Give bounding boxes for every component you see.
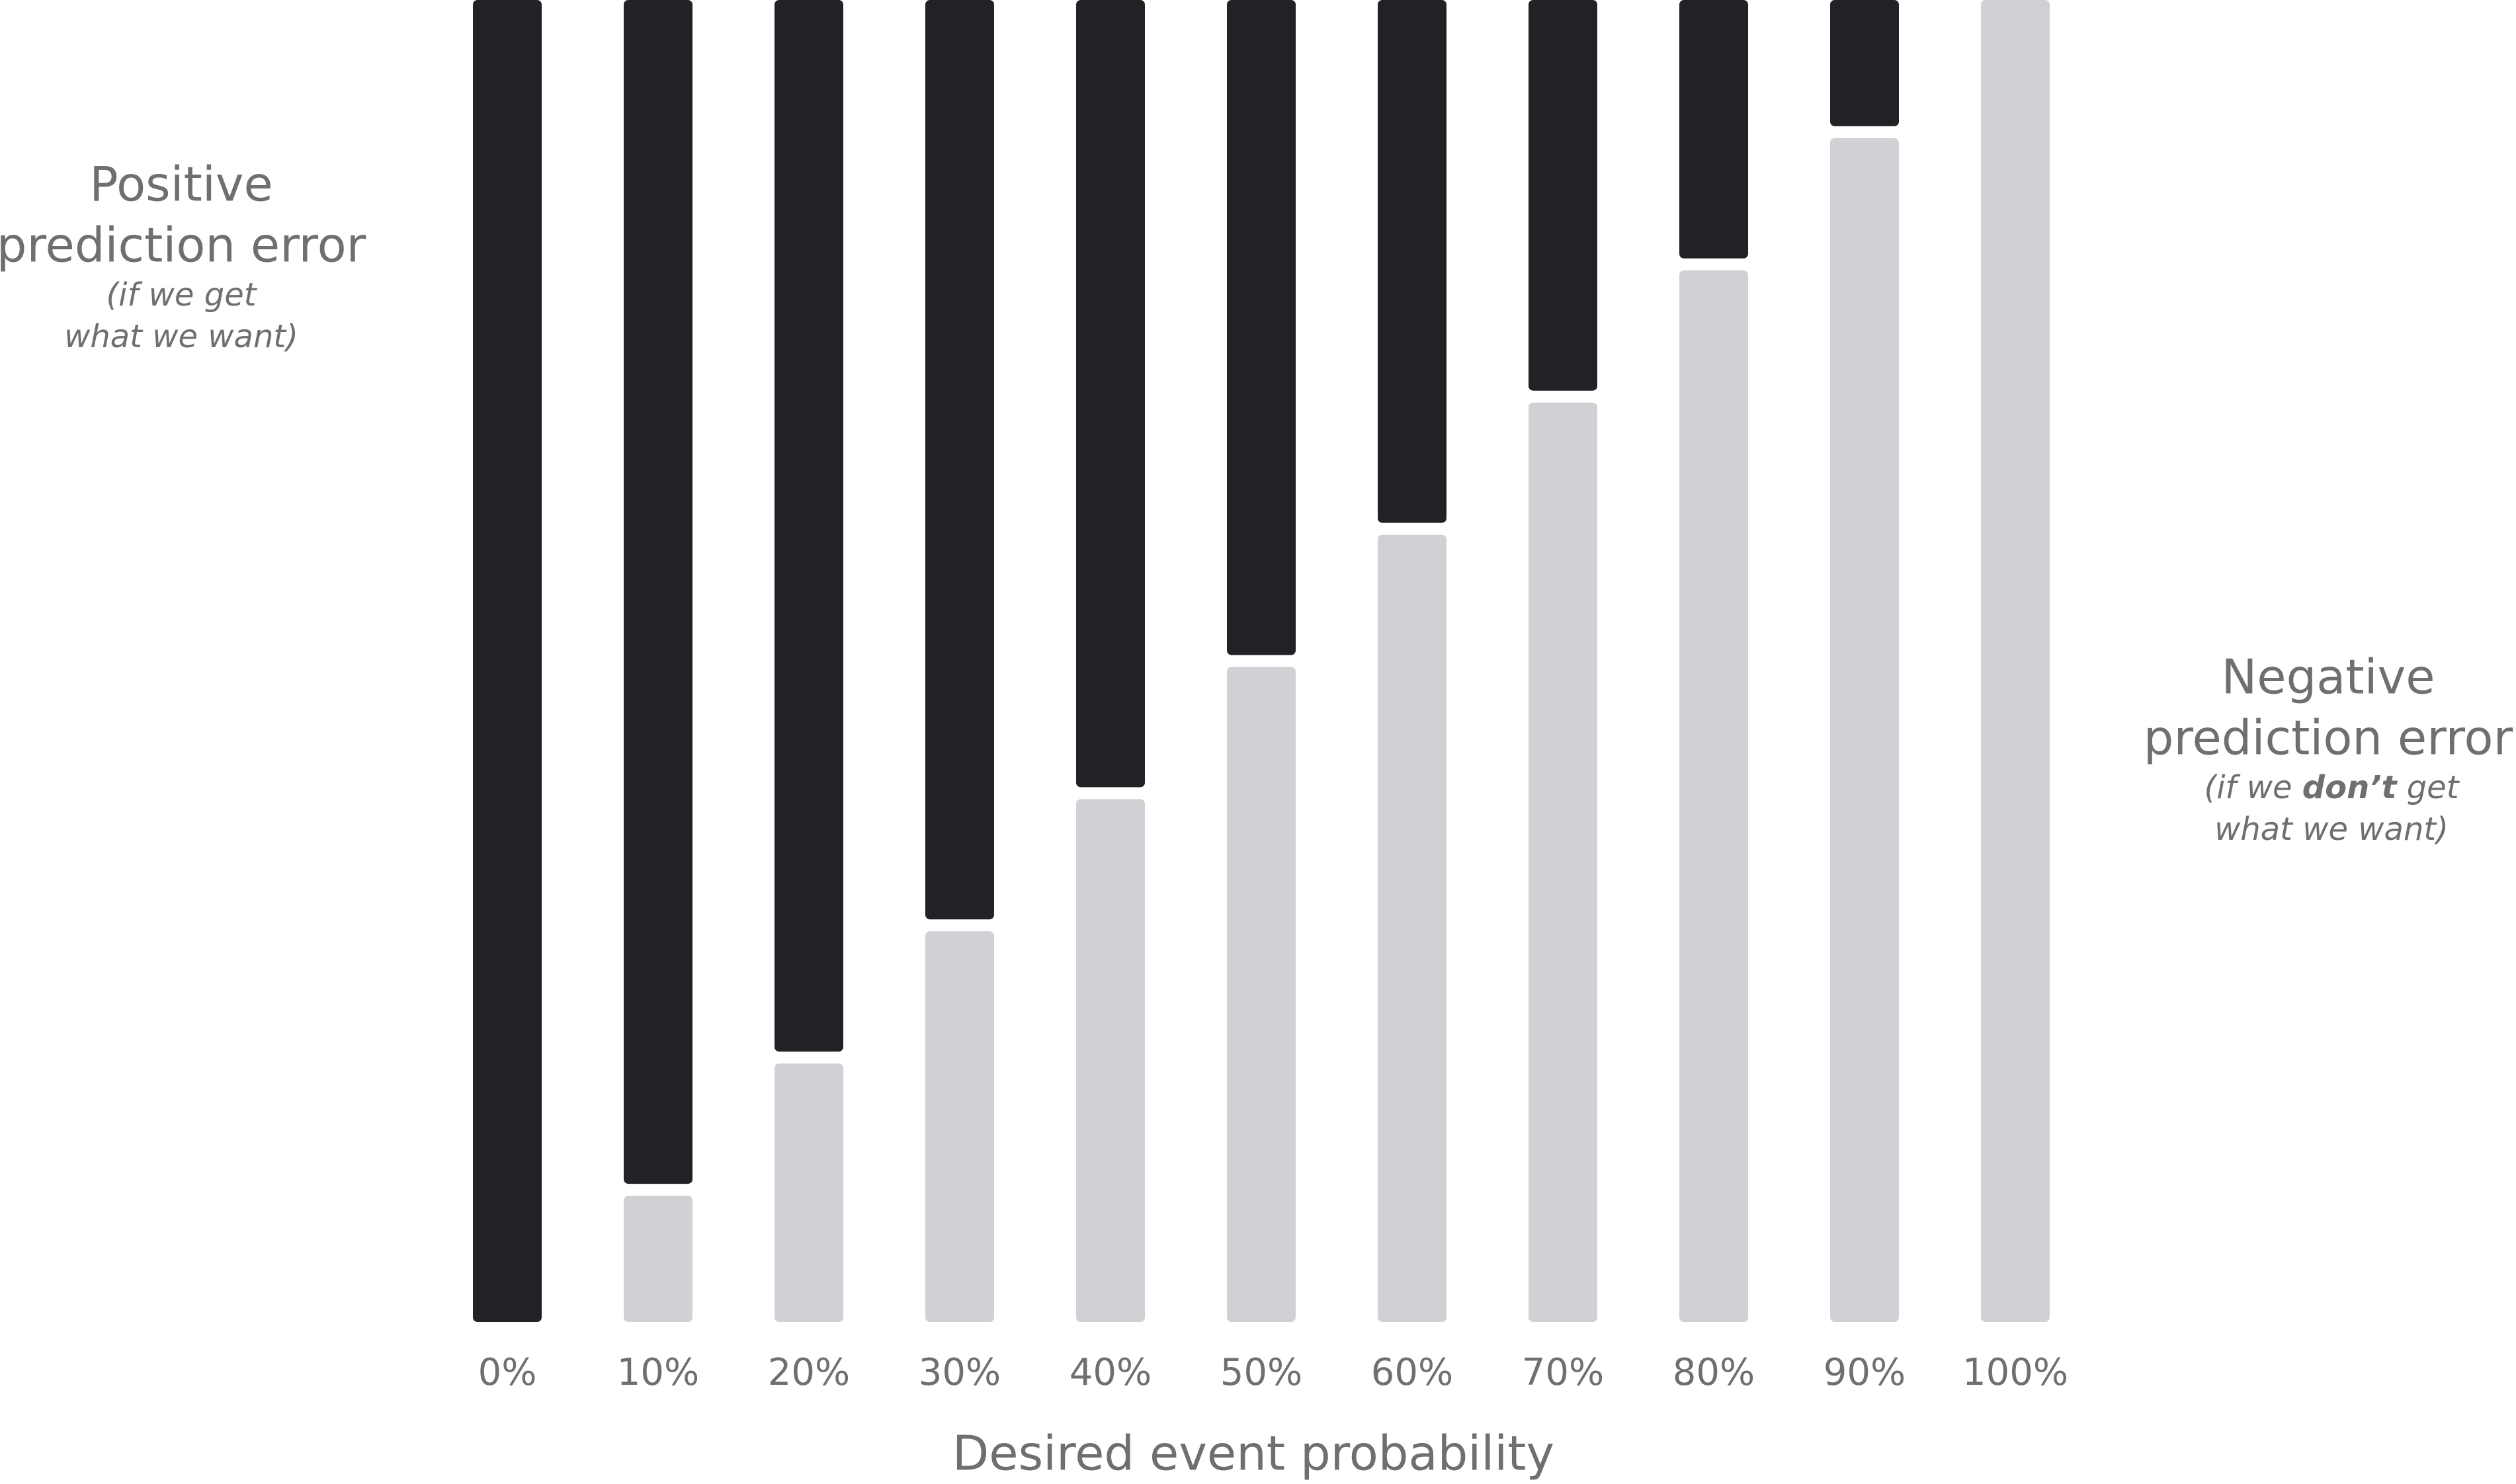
bar-segment	[1378, 534, 1447, 1322]
bar-segment	[1227, 667, 1296, 1322]
bar-segment	[1679, 270, 1748, 1322]
bar-segment	[1529, 0, 1597, 391]
bar-segment	[473, 0, 542, 1322]
bar-segment	[925, 0, 994, 920]
bar-segment	[1378, 0, 1447, 523]
positive-note: (if we get	[106, 276, 257, 313]
note-text: what we want)	[64, 318, 298, 355]
bar-segment	[1076, 799, 1145, 1322]
bar-segment	[1981, 0, 2050, 1322]
bar-segment	[1227, 0, 1296, 655]
negative-note: what we want)	[2214, 811, 2449, 848]
negative-label: prediction error	[2144, 710, 2513, 766]
negative-note: (if we don’t get	[2204, 769, 2460, 806]
x-tick-label: 40%	[1069, 1351, 1152, 1394]
x-axis-title: Desired event probability	[952, 1426, 1554, 1481]
note-text: (if we	[2204, 769, 2302, 806]
x-tick-label: 60%	[1371, 1351, 1453, 1394]
x-tick-label: 0%	[478, 1351, 537, 1394]
x-tick-label: 100%	[1962, 1351, 2068, 1394]
bar-segment	[624, 1196, 692, 1322]
x-tick-label: 80%	[1673, 1351, 1755, 1394]
bar-segment	[775, 0, 843, 1052]
bar-segment	[1076, 0, 1145, 788]
bar-segment	[1830, 0, 1899, 126]
positive-note: what we want)	[64, 318, 298, 355]
bar-segment	[775, 1063, 843, 1322]
x-tick-label: 20%	[768, 1351, 850, 1394]
bar-segment	[624, 0, 692, 1184]
positive-label: prediction error	[0, 218, 366, 273]
bar-segment	[925, 931, 994, 1322]
x-tick-label: 50%	[1220, 1351, 1302, 1394]
bar-segment	[1529, 402, 1597, 1323]
bar-segment	[1679, 0, 1748, 259]
note-text: what we want)	[2214, 811, 2449, 848]
note-text: (if we get	[106, 276, 257, 313]
x-tick-label: 10%	[617, 1351, 699, 1394]
bar-segment	[1830, 138, 1899, 1322]
negative-label: Negative	[2221, 649, 2435, 705]
x-tick-label: 70%	[1522, 1351, 1604, 1394]
note-text: get	[2396, 769, 2460, 806]
positive-label: Positive	[89, 157, 273, 212]
x-tick-label: 90%	[1824, 1351, 1906, 1394]
note-text: don’t	[2302, 769, 2398, 806]
x-tick-label: 30%	[919, 1351, 1001, 1394]
